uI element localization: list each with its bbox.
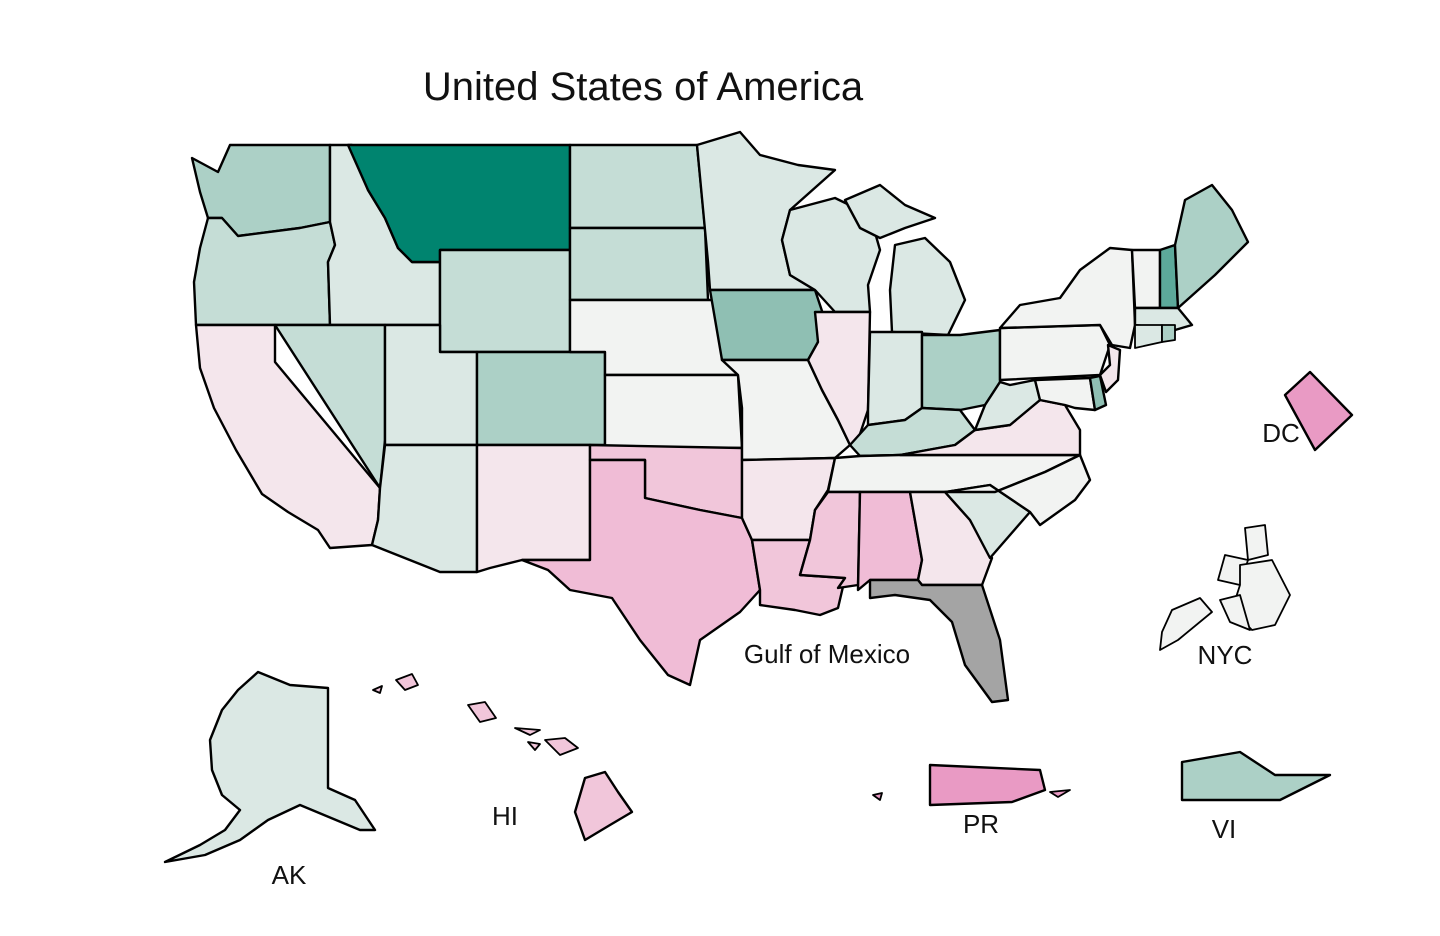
state-IN bbox=[866, 330, 924, 427]
inset-PR bbox=[872, 763, 1071, 807]
state-CA bbox=[194, 323, 382, 550]
state-FL bbox=[868, 578, 1010, 704]
state-CT bbox=[1134, 324, 1163, 349]
state-TX bbox=[520, 458, 762, 687]
state-RI bbox=[1161, 324, 1176, 343]
inset-VI bbox=[1180, 750, 1332, 802]
label-nyc: NYC bbox=[1198, 640, 1253, 670]
inset-DC bbox=[1283, 370, 1354, 452]
state-NM bbox=[475, 443, 592, 574]
inset-NYC bbox=[1159, 524, 1291, 651]
state-CO bbox=[475, 350, 607, 447]
label-vi: VI bbox=[1212, 814, 1237, 844]
label-gulf-of-mexico: Gulf of Mexico bbox=[744, 639, 910, 669]
state-PA bbox=[998, 323, 1112, 382]
inset-HI bbox=[372, 673, 634, 842]
label-pr: PR bbox=[963, 809, 999, 839]
inset-AK bbox=[163, 670, 377, 864]
label-dc: DC bbox=[1262, 418, 1300, 448]
state-SD bbox=[568, 226, 710, 302]
state-AZ bbox=[370, 443, 479, 574]
state-VT bbox=[1130, 248, 1162, 310]
state-KS bbox=[603, 373, 744, 450]
label-ak: AK bbox=[272, 860, 307, 890]
map-title: United States of America bbox=[423, 65, 864, 109]
state-NJ bbox=[1098, 343, 1122, 394]
state-MI bbox=[888, 236, 967, 337]
state-IA bbox=[708, 288, 827, 362]
state-ME bbox=[1173, 183, 1250, 310]
state-DE bbox=[1088, 374, 1108, 412]
state-OR bbox=[192, 216, 337, 327]
state-MI-UP bbox=[843, 183, 937, 240]
state-NC bbox=[943, 453, 1092, 527]
state-WY bbox=[438, 248, 572, 354]
label-hi: HI bbox=[492, 801, 518, 831]
state-ND bbox=[568, 143, 707, 230]
